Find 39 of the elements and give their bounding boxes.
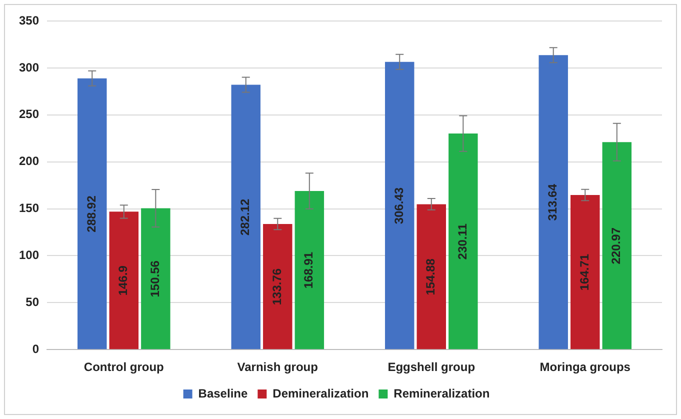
data-label: 220.97 xyxy=(609,227,624,264)
data-label: 146.9 xyxy=(116,265,130,296)
bar xyxy=(109,212,139,350)
data-label: 282.12 xyxy=(238,198,252,236)
data-label: 164.71 xyxy=(577,254,592,291)
bar xyxy=(294,191,324,350)
bar xyxy=(141,208,170,350)
y-tick-label: 250 xyxy=(18,107,40,122)
data-label: 168.91 xyxy=(302,252,316,289)
data-label: 230.11 xyxy=(455,223,470,260)
legend-label: Baseline xyxy=(198,386,248,400)
data-label: 154.88 xyxy=(424,258,438,296)
bar xyxy=(602,142,632,350)
bar xyxy=(263,224,292,350)
legend-label: Demineralization xyxy=(272,386,369,400)
data-label: 133.76 xyxy=(270,268,284,306)
y-tick-label: 200 xyxy=(18,154,40,168)
x-tick-label: Varnish group xyxy=(237,360,318,374)
y-tick-label: 50 xyxy=(26,294,40,309)
data-label: 306.43 xyxy=(392,187,406,224)
bar xyxy=(416,204,446,350)
data-label: 288.92 xyxy=(84,195,98,232)
legend-label: Remineralization xyxy=(394,386,490,400)
y-tick-label: 300 xyxy=(18,60,40,74)
y-tick-label: 0 xyxy=(32,342,40,356)
data-label: 150.56 xyxy=(148,260,162,298)
bar xyxy=(448,134,478,350)
y-tick-label: 100 xyxy=(18,248,40,262)
bar xyxy=(570,194,600,350)
bar xyxy=(384,62,414,350)
x-tick-label: Moringa groups xyxy=(540,360,631,374)
bar xyxy=(231,84,260,350)
bar xyxy=(538,55,568,350)
data-label: 313.64 xyxy=(546,184,560,221)
y-tick-label: 350 xyxy=(18,13,40,28)
y-tick-label: 150 xyxy=(18,201,40,216)
x-tick-label: Control group xyxy=(84,360,164,374)
x-tick-label: Eggshell group xyxy=(388,360,476,374)
bar xyxy=(78,78,107,350)
